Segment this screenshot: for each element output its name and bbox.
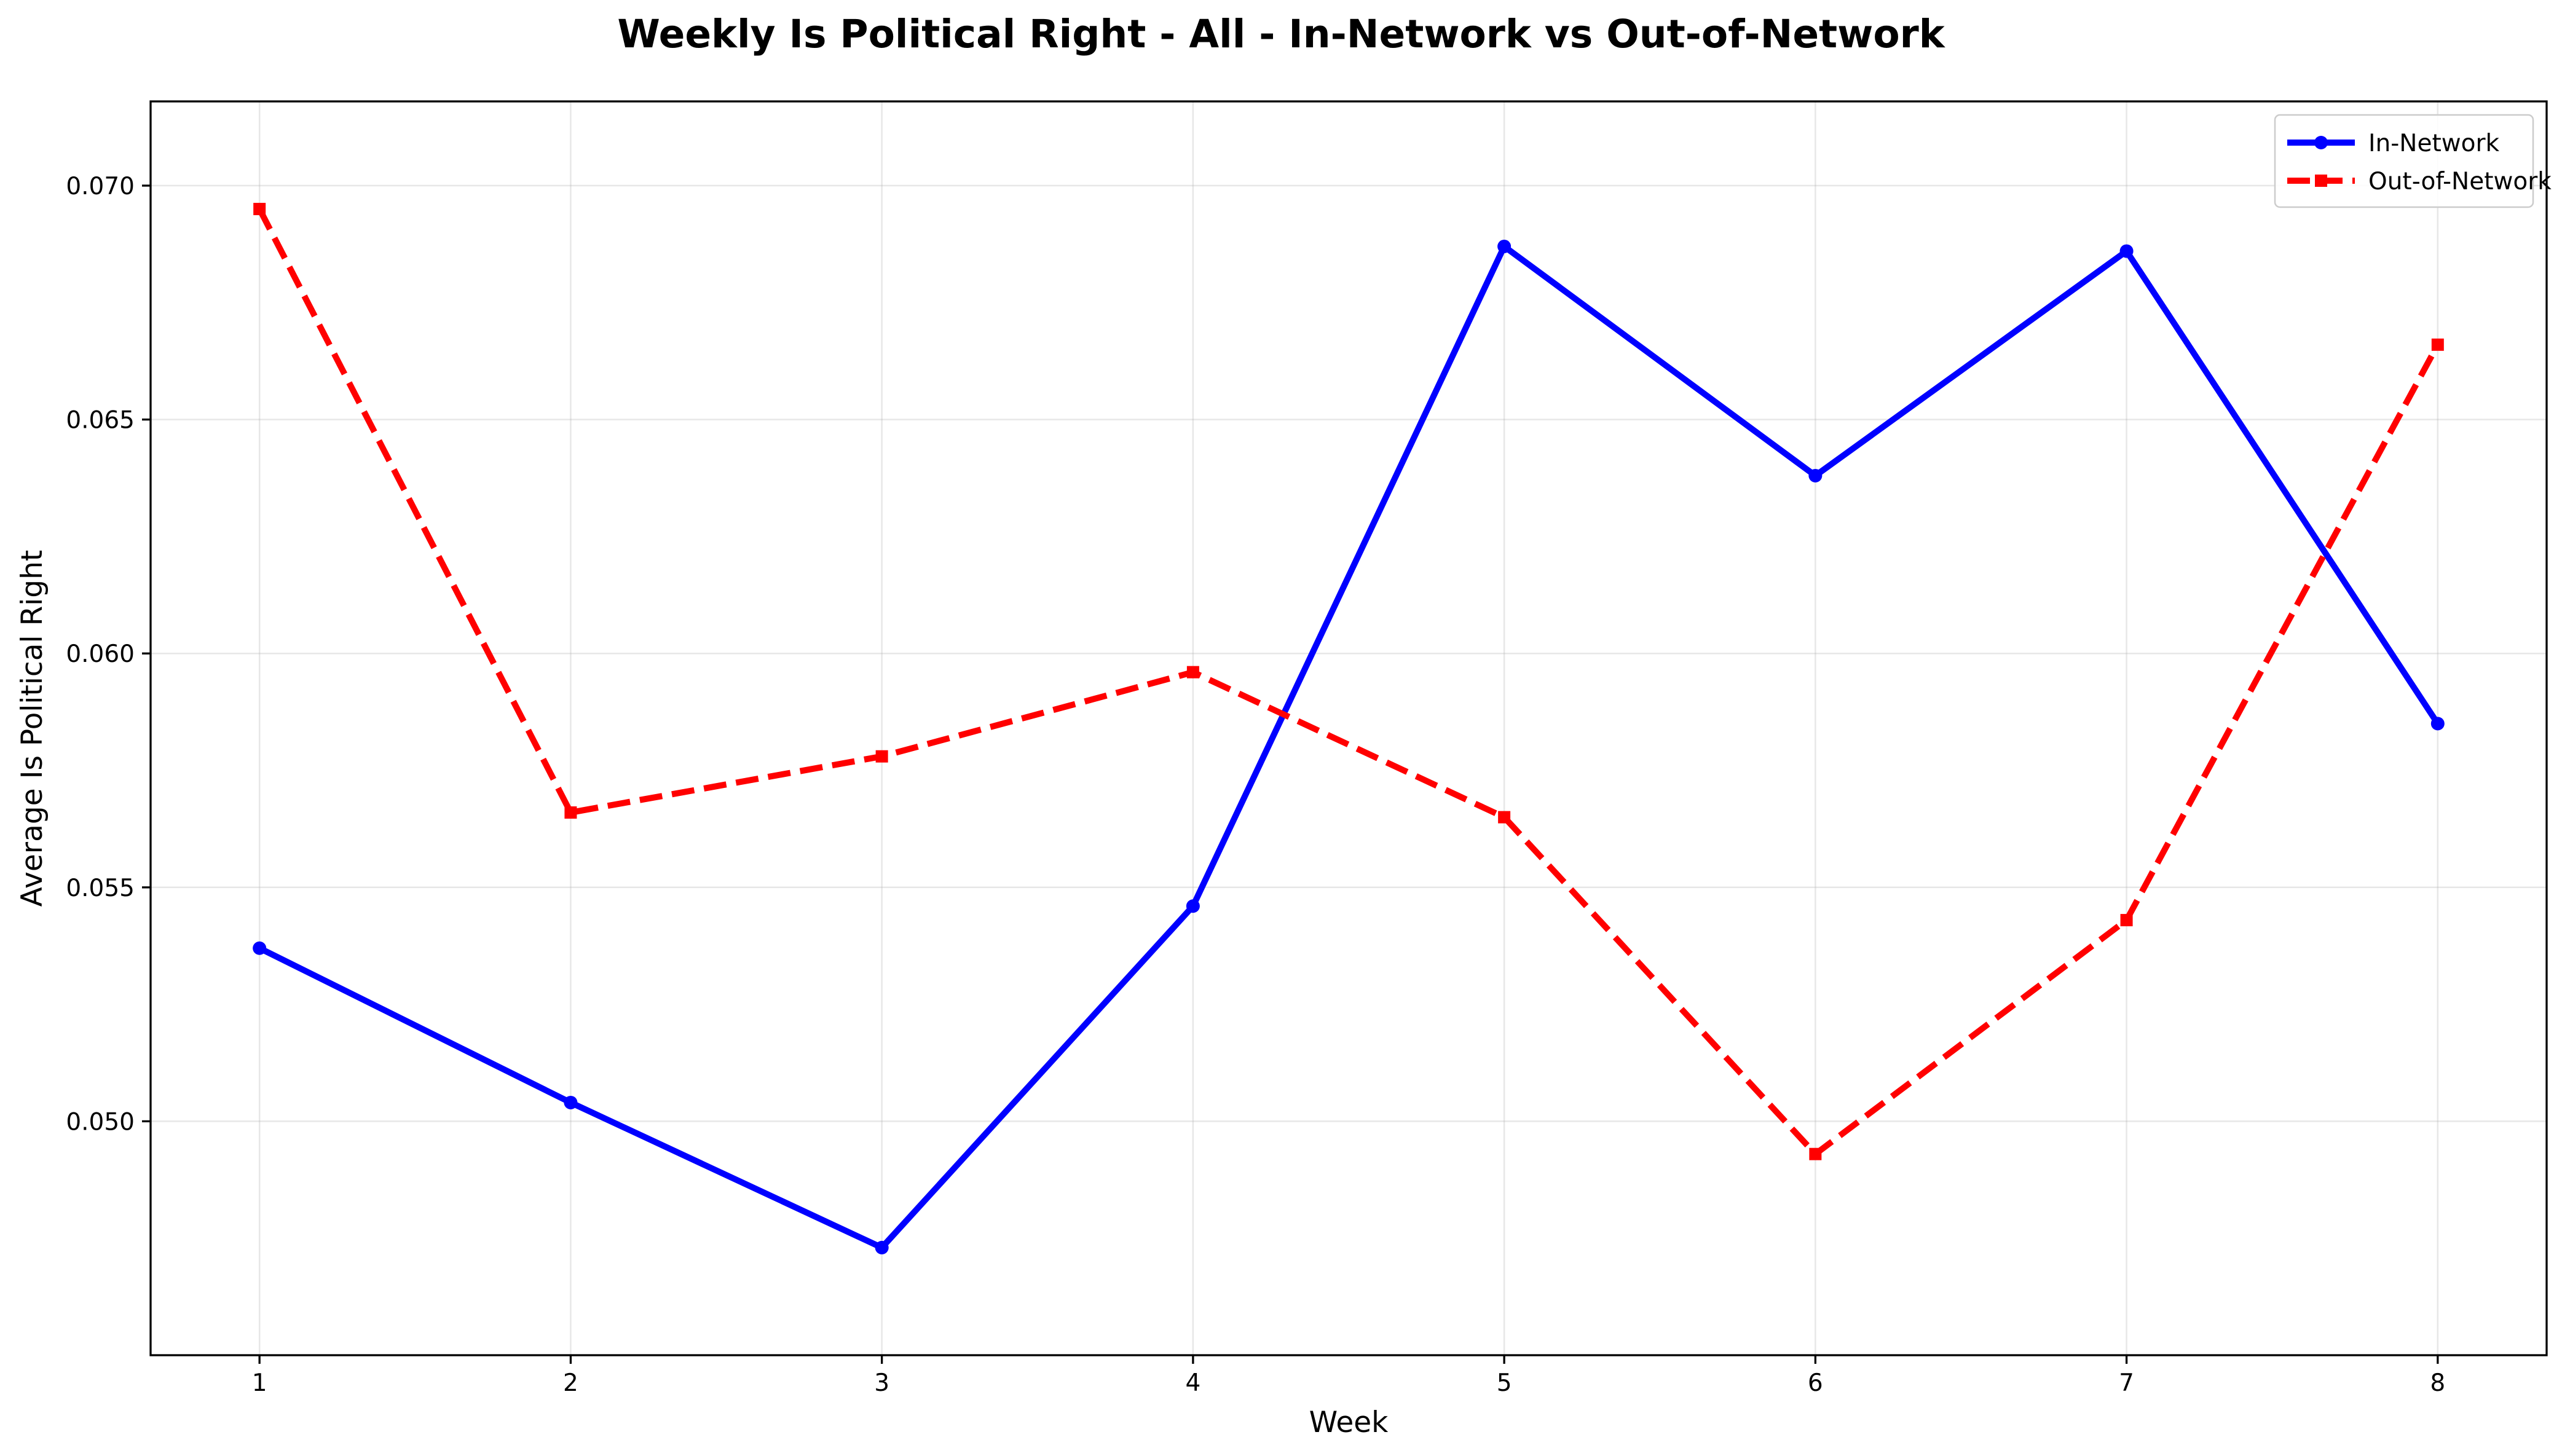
data-point [2431,338,2444,351]
x-tick-label: 8 [2430,1369,2445,1397]
y-tick-label: 0.050 [66,1108,135,1136]
y-tick-label: 0.060 [66,640,135,668]
x-axis: 1 2 3 4 5 6 7 8 [252,1355,2445,1397]
plot-area-frame [149,100,2548,1356]
x-tick-label: 5 [1497,1369,1512,1397]
plot-series [253,203,2445,1254]
data-point [2119,244,2134,258]
y-tick-label: 0.055 [66,875,135,902]
data-point [253,941,267,955]
y-tick-label: 0.070 [66,173,135,200]
data-point [2120,914,2133,927]
x-tick-label: 4 [1185,1369,1200,1397]
data-point [1498,811,1511,824]
data-point [1809,1147,1822,1160]
series-out-of-network [253,203,2444,1160]
x-tick-label: 6 [1808,1369,1823,1397]
data-point [564,1095,578,1109]
series-in-network [253,239,2445,1254]
legend-item: Out-of-Network [2287,168,2552,195]
y-axis-label: Average Is Political Right [15,550,49,907]
legend-label: Out-of-Network [2368,168,2552,195]
legend-item: In-Network [2287,130,2500,157]
data-point [2430,717,2445,731]
chart-title: Weekly Is Political Right - All - In-Net… [617,12,1945,57]
x-tick-label: 2 [563,1369,578,1397]
legend-marker [2315,175,2327,187]
data-point [875,1240,889,1254]
y-axis: 0.050 0.055 0.060 0.065 0.070 [66,173,151,1136]
x-axis-label: Week [1309,1406,1389,1439]
series-line [256,243,2441,1251]
legend: In-Network Out-of-Network [2274,114,2552,208]
data-point [253,203,266,216]
legend-marker [2314,136,2328,149]
data-point [564,806,577,819]
legend-box [2274,114,2534,208]
data-point [1497,239,1512,253]
data-point [1186,666,1199,679]
legend-label: In-Network [2368,130,2500,157]
x-tick-label: 3 [874,1369,889,1397]
x-tick-label: 1 [252,1369,267,1397]
series-line [256,207,2441,1157]
x-tick-label: 7 [2119,1369,2134,1397]
data-point [1186,899,1200,913]
data-point [1808,468,1823,482]
data-point [875,750,888,763]
y-tick-label: 0.065 [66,407,135,435]
